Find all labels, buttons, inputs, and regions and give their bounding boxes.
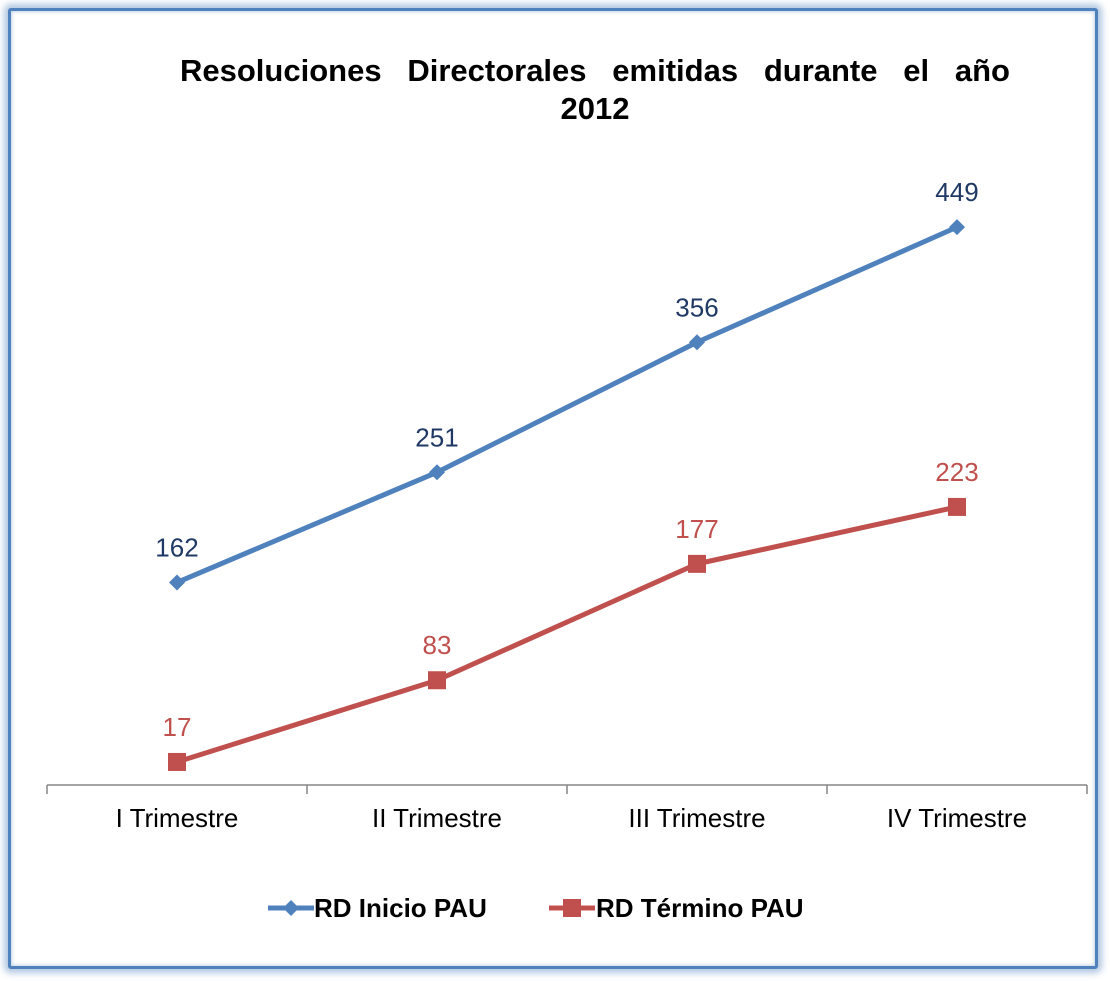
series-1-point — [689, 334, 705, 351]
data-label: 17 — [163, 712, 192, 742]
legend-marker-2 — [563, 899, 581, 917]
x-tick-label: II Trimestre — [372, 803, 502, 833]
x-axis: I Trimestre II Trimestre III Trimestre IV T… — [46, 784, 1088, 833]
x-tick-label: IV Trimestre — [887, 803, 1027, 833]
series-layer — [168, 219, 966, 771]
chart-title: Resoluciones Directorales emitidas duran… — [180, 52, 1010, 128]
x-tick-label: I Trimestre — [116, 803, 239, 833]
chart-frame — [8, 8, 1098, 969]
series-2-point — [428, 671, 446, 690]
data-label: 177 — [675, 514, 718, 544]
data-labels: 162 251 356 449 17 83 177 223 — [155, 177, 978, 742]
data-label: 449 — [935, 177, 978, 207]
data-label: 356 — [675, 292, 718, 322]
data-label: 223 — [935, 457, 978, 487]
data-label: 251 — [415, 422, 458, 452]
series-1-point — [169, 574, 185, 591]
series-line-2 — [174, 504, 960, 765]
series-2-point — [688, 554, 706, 573]
data-label: 83 — [423, 630, 452, 660]
series-2-point — [168, 752, 186, 771]
chart-title-line1: Resoluciones Directorales emitidas duran… — [180, 53, 1010, 88]
legend-label-1: RD Inicio PAU — [314, 893, 487, 923]
series-1-point — [429, 464, 445, 481]
data-label: 162 — [155, 532, 198, 562]
series-line-1 — [174, 224, 960, 585]
x-tick-label: III Trimestre — [628, 803, 765, 833]
legend-marker-1 — [283, 900, 299, 916]
legend: RD Inicio PAU RD Término PAU — [268, 893, 804, 923]
chart-title-line2: 2012 — [560, 91, 630, 126]
legend-label-2: RD Término PAU — [596, 893, 804, 923]
series-2-point — [948, 497, 966, 516]
series-1-point — [949, 219, 965, 236]
